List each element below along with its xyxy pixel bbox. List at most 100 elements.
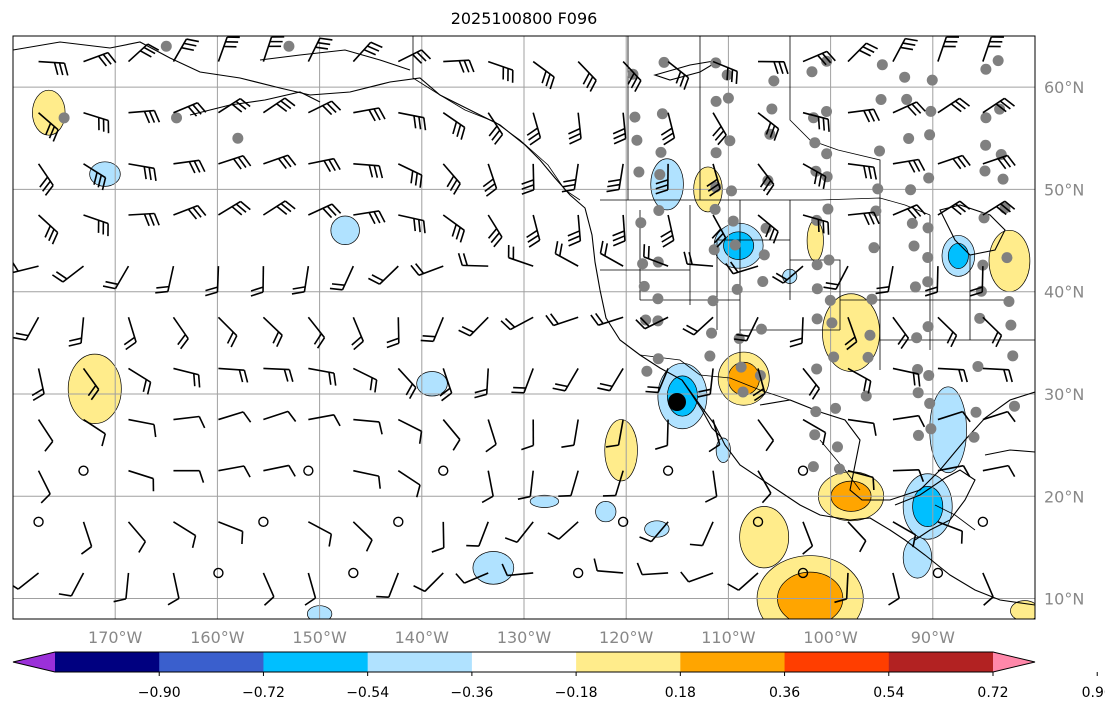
wind-barb	[263, 410, 297, 422]
wind-barb	[612, 112, 627, 145]
station-dot	[970, 406, 982, 418]
wind-barb	[329, 265, 355, 291]
wind-barb	[482, 163, 498, 197]
station-dot	[978, 212, 990, 224]
lat-tick-label: 30°N	[1044, 385, 1084, 404]
wind-barb	[218, 411, 252, 423]
field-contour	[416, 371, 448, 397]
field-contour	[947, 242, 969, 269]
lon-tick-label: 150°W	[292, 628, 347, 647]
wind-barb	[982, 200, 1016, 216]
station-dot	[633, 166, 645, 178]
wind-barb	[982, 316, 1003, 348]
lat-tick-label: 60°N	[1044, 78, 1084, 97]
wind-barb	[797, 465, 809, 476]
station-dot	[722, 92, 734, 104]
wind-barb	[712, 112, 727, 146]
wind-barb	[128, 469, 155, 492]
wind-barb	[712, 60, 738, 85]
wind-barb	[217, 36, 240, 62]
wind-barb	[757, 163, 775, 196]
wind-barb	[802, 111, 830, 132]
wind-barb	[802, 163, 827, 190]
station-dot	[1005, 319, 1017, 331]
colorbar-tick-label: 0.90	[1082, 685, 1105, 701]
station-dot	[968, 431, 980, 443]
lat-tick-label: 40°N	[1044, 283, 1084, 302]
colorbar-tick-label: −0.54	[346, 685, 389, 701]
wind-barb	[847, 108, 881, 123]
station-dot	[811, 259, 823, 271]
field-contour	[472, 551, 515, 585]
wind-barb	[83, 111, 110, 134]
wind-barb	[552, 368, 579, 392]
latitude-labels: 60°N 50°N 40°N 30°N 20°N 10°N	[1044, 78, 1084, 608]
colorbar-tick-label: −0.18	[555, 685, 598, 701]
wind-barb	[937, 36, 960, 62]
station-dot	[923, 172, 935, 184]
colorbar-labels: −0.90 −0.72 −0.54 −0.36 −0.18 0.18 0.36 0.54 0.7…	[138, 672, 1105, 701]
wind-barb	[420, 316, 445, 343]
wind-barb	[772, 265, 804, 284]
wind-barb	[173, 204, 207, 220]
wind-barb	[892, 158, 926, 173]
wind-barb	[82, 367, 100, 401]
station-dot	[737, 386, 749, 398]
wind-barbs	[13, 36, 1016, 606]
wind-barb	[802, 367, 821, 400]
colorbar-tick-label: −0.36	[450, 685, 493, 701]
wind-barb	[660, 214, 675, 248]
station-dot	[725, 185, 737, 197]
wind-barb	[481, 470, 494, 504]
wind-barb	[442, 112, 466, 140]
station-dot	[922, 251, 934, 263]
lon-tick-label: 160°W	[190, 628, 245, 647]
wind-barb	[568, 112, 582, 145]
wind-barb	[173, 159, 206, 174]
wind-barb	[847, 163, 878, 180]
station-dot	[768, 75, 780, 87]
wind-barb	[982, 36, 1004, 62]
colorbar-segment	[888, 652, 994, 672]
wind-barb	[977, 516, 989, 528]
wind-barb	[797, 567, 809, 579]
wind-barb	[173, 469, 205, 483]
wind-barb	[443, 59, 475, 73]
wind-barb	[351, 316, 365, 351]
station-dot	[901, 93, 913, 105]
wind-barb	[487, 112, 504, 145]
wind-barb	[51, 265, 85, 283]
wind-barb	[667, 60, 690, 90]
wind-barb	[689, 521, 714, 547]
field-contour	[739, 506, 790, 569]
wind-barb	[532, 60, 555, 90]
station-dot	[873, 145, 885, 157]
station-dot	[641, 365, 653, 377]
station-dot	[831, 441, 843, 453]
wind-barb	[892, 204, 926, 219]
wind-barb	[128, 109, 161, 124]
wind-barb	[31, 368, 45, 401]
colorbar-tick-label: −0.72	[242, 685, 285, 701]
field-contour	[806, 219, 824, 262]
wind-barb	[789, 317, 804, 348]
wind-barb	[561, 419, 579, 448]
wind-barb	[636, 562, 669, 576]
station-dot	[980, 112, 992, 124]
field-contour	[604, 419, 638, 482]
lat-tick-label: 10°N	[1044, 590, 1084, 609]
station-dot	[821, 171, 833, 183]
wind-barb	[892, 414, 926, 428]
colorbar-segment	[263, 652, 369, 672]
station-dot	[811, 283, 823, 295]
wind-barb	[353, 469, 381, 489]
station-dot	[724, 135, 736, 147]
wind-barb	[844, 317, 858, 351]
wind-barb	[398, 111, 427, 131]
station-dot	[912, 364, 924, 376]
colorbar-extend-low	[13, 652, 55, 672]
wind-barb	[711, 214, 727, 248]
wind-barb	[393, 516, 404, 528]
wind-barb	[128, 212, 160, 227]
wind-barb	[37, 163, 54, 196]
